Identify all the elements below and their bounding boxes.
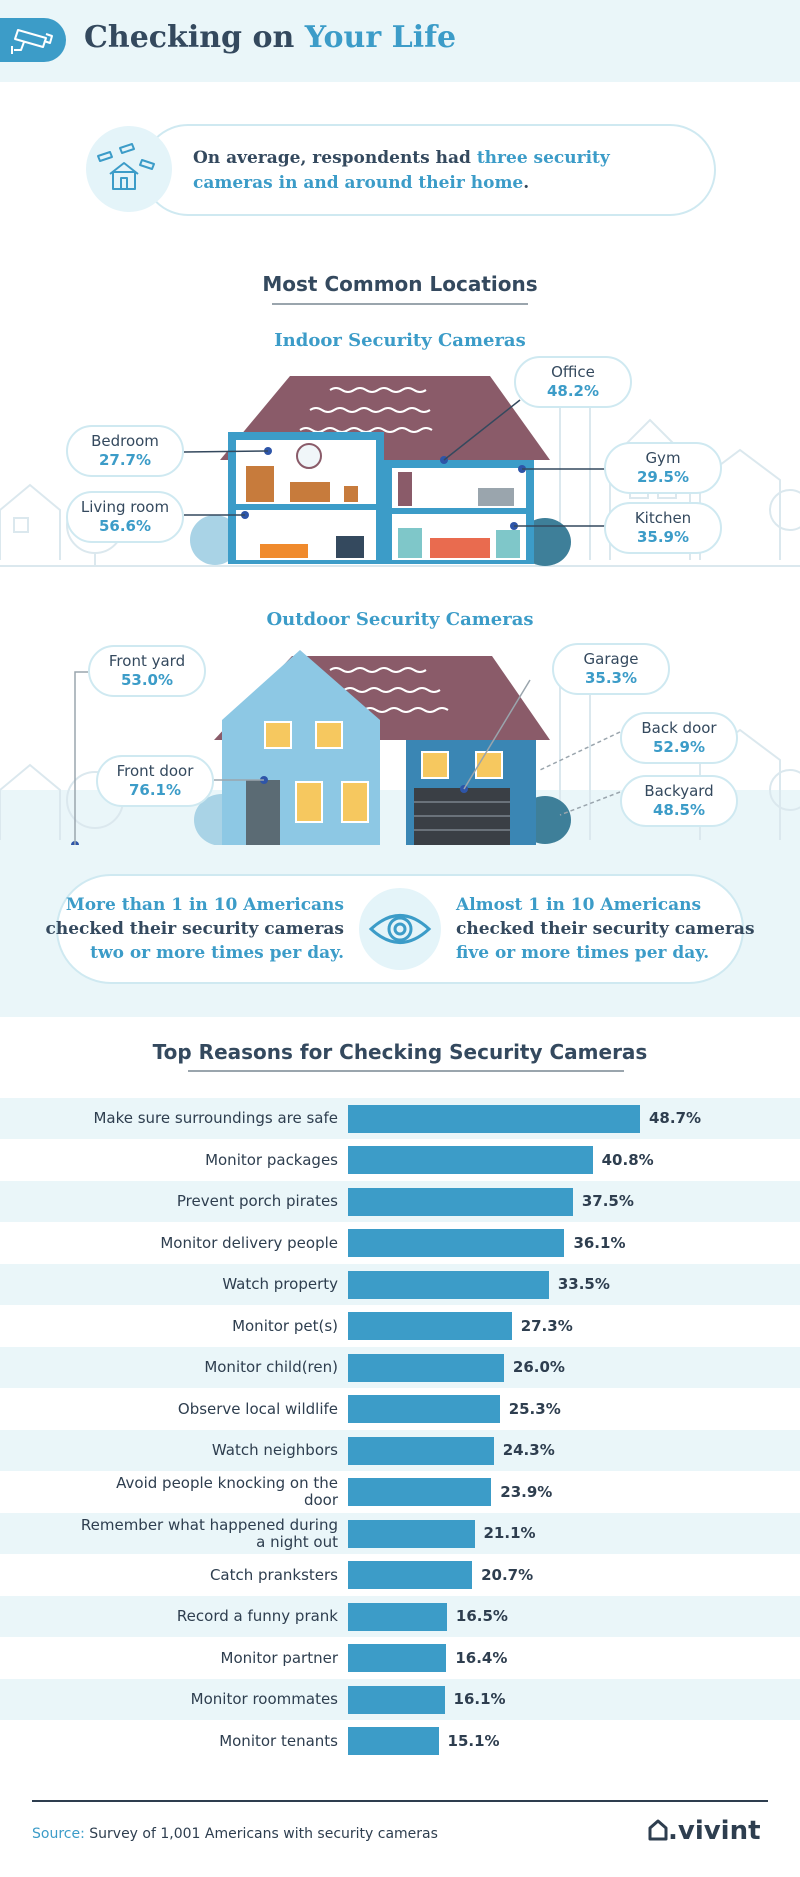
outdoor-garage-label: Garage 35.3% <box>552 643 670 695</box>
bar-value-label: 21.1% <box>483 1524 536 1542</box>
indoor-house-illustration <box>0 367 800 567</box>
footer-rule <box>32 1800 768 1802</box>
bar <box>348 1146 593 1174</box>
bar-chart: Make sure surroundings are safe 48.7% Moni… <box>0 1098 800 1758</box>
bar-value-label: 27.3% <box>520 1316 573 1335</box>
bar <box>348 1478 492 1506</box>
bar-category-label: Record a funny prank <box>176 1607 338 1626</box>
bar-category-label: Avoid people knocking on the door <box>116 1474 338 1510</box>
brand-logo: .vivint <box>648 1816 761 1846</box>
bar <box>348 1187 573 1216</box>
vivint-house-logo-icon <box>648 1819 668 1841</box>
bar-category-label: Monitor delivery people <box>160 1233 338 1252</box>
bar-category-label: Monitor partner <box>220 1648 338 1667</box>
outdoor-front-door-label: Front door 76.1% <box>96 755 214 807</box>
bar-value-label: 37.5% <box>581 1192 634 1210</box>
bar <box>348 1312 512 1340</box>
stat-right: Almost 1 in 10 Americans checked their s… <box>456 895 755 963</box>
stat-left: More than 1 in 10 Americans checked thei… <box>45 895 344 963</box>
header-icon-badge <box>0 18 66 62</box>
intro-icon-badge <box>86 126 172 212</box>
bar-value-label: 25.3% <box>508 1399 561 1418</box>
intro-text: On average, respondents had three securi… <box>193 148 610 193</box>
bar-category-label: Prevent porch pirates <box>176 1192 338 1211</box>
bar-category-label: Monitor pet(s) <box>232 1316 338 1335</box>
bar-value-label: 33.5% <box>557 1275 610 1293</box>
bar-category-label: Watch neighbors <box>211 1441 338 1460</box>
bar-value-label: 16.5% <box>455 1607 508 1625</box>
bar-value-label: 23.9% <box>500 1482 553 1501</box>
bar <box>348 1270 549 1299</box>
eye-icon-badge <box>359 888 441 970</box>
indoor-title: Indoor Security Cameras <box>274 330 526 351</box>
bar <box>348 1436 494 1465</box>
outdoor-title: Outdoor Security Cameras <box>266 609 534 630</box>
outdoor-house-illustration <box>0 647 800 849</box>
bar-value-label: 36.1% <box>573 1233 626 1252</box>
bar-category-label: Remember what happened during a night ou… <box>80 1515 338 1551</box>
page-title: Checking on Your Life <box>84 20 457 55</box>
indoor-gym-label: Gym 29.5% <box>604 442 722 494</box>
bar <box>348 1561 473 1589</box>
indoor-bedroom-label: Bedroom 27.7% <box>66 425 184 477</box>
bar-category-label: Observe local wildlife <box>177 1399 338 1418</box>
bar <box>348 1727 439 1755</box>
bar <box>348 1519 475 1548</box>
house-cameras-icon <box>97 143 155 190</box>
bar-value-label: 26.0% <box>512 1358 565 1376</box>
bar-category-label: Monitor roommates <box>190 1690 338 1709</box>
bar-category-label: Monitor tenants <box>219 1731 338 1750</box>
header: Checking on Your Life <box>0 0 800 82</box>
bar <box>348 1353 504 1382</box>
bar-value-label: 15.1% <box>447 1731 500 1750</box>
outdoor-back-door-label: Back door 52.9% <box>620 712 738 764</box>
bar-value-label: 24.3% <box>502 1441 555 1459</box>
chart-title-rule <box>188 1070 624 1072</box>
bar <box>348 1229 565 1257</box>
indoor-kitchen-label: Kitchen 35.9% <box>604 502 722 554</box>
source-note: Source: Survey of 1,001 Americans with s… <box>32 1826 438 1842</box>
bar-category-label: Catch pranksters <box>209 1565 338 1584</box>
bar <box>348 1395 500 1423</box>
bar-category-label: Monitor packages <box>205 1150 338 1169</box>
bar-value-label: 48.7% <box>649 1109 702 1127</box>
security-camera-icon <box>11 29 53 54</box>
outdoor-front-yard-label: Front yard 53.0% <box>88 645 206 697</box>
bar-category-label: Make sure surroundings are safe <box>93 1109 338 1128</box>
indoor-office-label: Office 48.2% <box>514 356 632 408</box>
chart-title: Top Reasons for Checking Security Camera… <box>152 1040 648 1064</box>
outdoor-backyard-label: Backyard 48.5% <box>620 775 738 827</box>
bar-value-label: 20.7% <box>481 1565 534 1584</box>
bar <box>348 1685 445 1714</box>
bar-value-label: 16.4% <box>455 1648 508 1667</box>
eye-icon <box>368 914 432 944</box>
bar <box>348 1602 447 1631</box>
bar-value-label: 16.1% <box>453 1690 506 1708</box>
bar <box>348 1104 640 1133</box>
bar-value-label: 40.8% <box>601 1150 654 1169</box>
bar-category-label: Monitor child(ren) <box>204 1358 338 1377</box>
indoor-living-room-label: Living room 56.6% <box>66 491 184 543</box>
locations-title-rule <box>272 303 528 305</box>
bar-category-label: Watch property <box>222 1275 338 1294</box>
locations-title: Most Common Locations <box>262 272 538 296</box>
bar <box>348 1644 447 1672</box>
